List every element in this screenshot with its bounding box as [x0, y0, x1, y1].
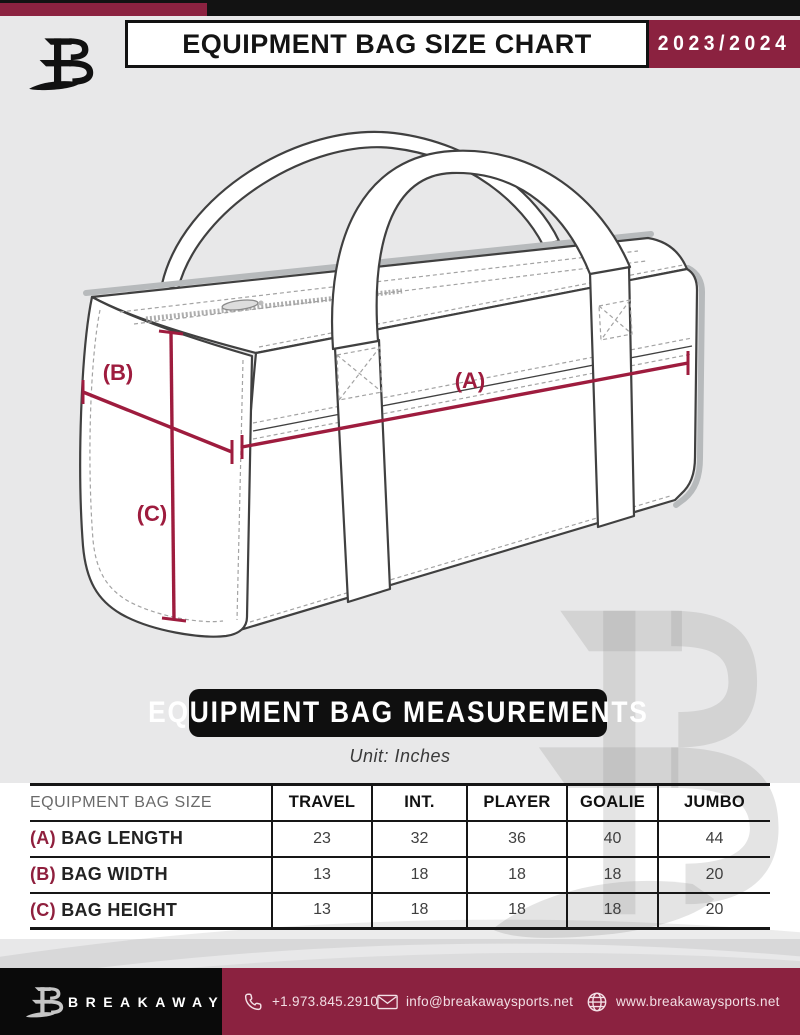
footer-brand-name: BREAKAWAY — [68, 994, 226, 1010]
unit-note: Unit: Inches — [349, 746, 451, 766]
row-key: (C) — [30, 899, 56, 920]
cell-value: 44 — [657, 820, 770, 857]
row-key: (A) — [30, 828, 56, 848]
website-url: www.breakawaysports.net — [616, 994, 780, 1009]
cell-value: 13 — [271, 892, 372, 929]
cell-value: 18 — [466, 856, 567, 893]
cell-value: 18 — [466, 892, 567, 929]
size-table: EQUIPMENT BAG SIZE TRAVEL INT. PLAYER GO… — [30, 783, 770, 930]
footer-contact-section: +1.973.845.2910 info@breakawaysports.net… — [222, 968, 800, 1035]
cell-value: 18 — [371, 856, 467, 893]
footer-brand-section: BREAKAWAY — [0, 968, 222, 1035]
dimension-line-a — [241, 361, 689, 449]
cell-value: 20 — [657, 892, 770, 929]
table-row: (C) BAG HEIGHT 13 18 18 18 20 — [30, 892, 770, 929]
bag-front-face — [238, 267, 699, 632]
phone-contact[interactable]: +1.973.845.2910 — [242, 968, 378, 1035]
season-badge: 2023/2024 — [649, 20, 800, 68]
row-label-bag-width: (B) BAG WIDTH — [30, 857, 272, 893]
row-title: BAG HEIGHT — [55, 899, 178, 920]
cell-value: 18 — [566, 892, 658, 929]
cell-value: 32 — [371, 820, 467, 857]
column-header-jumbo: JUMBO — [657, 784, 770, 821]
measurements-banner: EQUIPMENT BAG MEASUREMENTS — [148, 689, 646, 737]
footer: BREAKAWAY +1.973.845.2910 info@breakaway… — [0, 968, 800, 1035]
email-contact[interactable]: info@breakawaysports.net — [377, 968, 573, 1035]
cell-value: 18 — [371, 892, 467, 929]
footer-brand-logo-icon — [25, 987, 64, 1018]
bag-top-face — [90, 236, 689, 355]
phone-icon — [244, 992, 262, 1010]
bag-front-strap-right — [588, 264, 636, 529]
envelope-icon — [377, 994, 398, 1009]
email-address: info@breakawaysports.net — [406, 994, 574, 1009]
dimension-label-c: (C) — [137, 501, 168, 526]
cell-value: 20 — [657, 856, 770, 893]
measurements-banner-label: EQUIPMENT BAG MEASUREMENTS — [147, 696, 649, 729]
row-key: (B) — [30, 864, 56, 884]
table-row: (B) BAG WIDTH 13 18 18 18 20 — [30, 856, 770, 893]
table-row: (A) BAG LENGTH 23 32 36 40 44 — [30, 820, 770, 857]
column-header-int: INT. — [371, 784, 467, 821]
equipment-bag-diagram: (A) (B) (C) — [79, 130, 706, 638]
bag-front-strap-left — [333, 338, 392, 604]
dimension-label-a: (A) — [455, 368, 486, 393]
season-label: 2023/2024 — [658, 32, 791, 55]
bag-right-edge-shadow — [673, 265, 706, 508]
row-label-bag-length: (A) BAG LENGTH — [30, 821, 272, 857]
row-label-bag-height: (C) BAG HEIGHT — [30, 893, 272, 929]
row-title: BAG LENGTH — [55, 828, 184, 848]
dimension-label-b: (B) — [103, 360, 134, 385]
cell-value: 23 — [271, 820, 372, 857]
bag-rear-handle — [160, 130, 561, 291]
column-header-goalie: GOALIE — [566, 784, 658, 821]
dimension-line-c — [169, 332, 176, 621]
cell-value: 13 — [271, 856, 372, 893]
page-title: EQUIPMENT BAG SIZE CHART — [182, 28, 592, 59]
dimension-line-b — [82, 390, 233, 454]
column-header-travel: TRAVEL — [271, 784, 372, 821]
bag-top-edge-shadow — [83, 231, 654, 296]
title-band: EQUIPMENT BAG SIZE CHART — [125, 20, 649, 68]
globe-icon — [587, 992, 607, 1011]
cell-value: 40 — [566, 820, 658, 857]
cell-value: 18 — [566, 856, 658, 893]
brand-logo-icon — [29, 38, 94, 91]
bag-left-panel — [79, 295, 254, 638]
phone-number: +1.973.845.2910 — [272, 994, 379, 1009]
bag-front-handle — [331, 149, 632, 351]
cell-value: 36 — [466, 820, 567, 857]
column-header-size: EQUIPMENT BAG SIZE — [30, 793, 213, 811]
column-header-player: PLAYER — [466, 784, 567, 821]
row-title: BAG WIDTH — [55, 864, 168, 884]
zipper-pull — [221, 299, 259, 311]
website-contact[interactable]: www.breakawaysports.net — [586, 968, 780, 1035]
table-header-row: EQUIPMENT BAG SIZE TRAVEL INT. PLAYER GO… — [30, 784, 770, 821]
top-strip-accent — [0, 3, 207, 16]
